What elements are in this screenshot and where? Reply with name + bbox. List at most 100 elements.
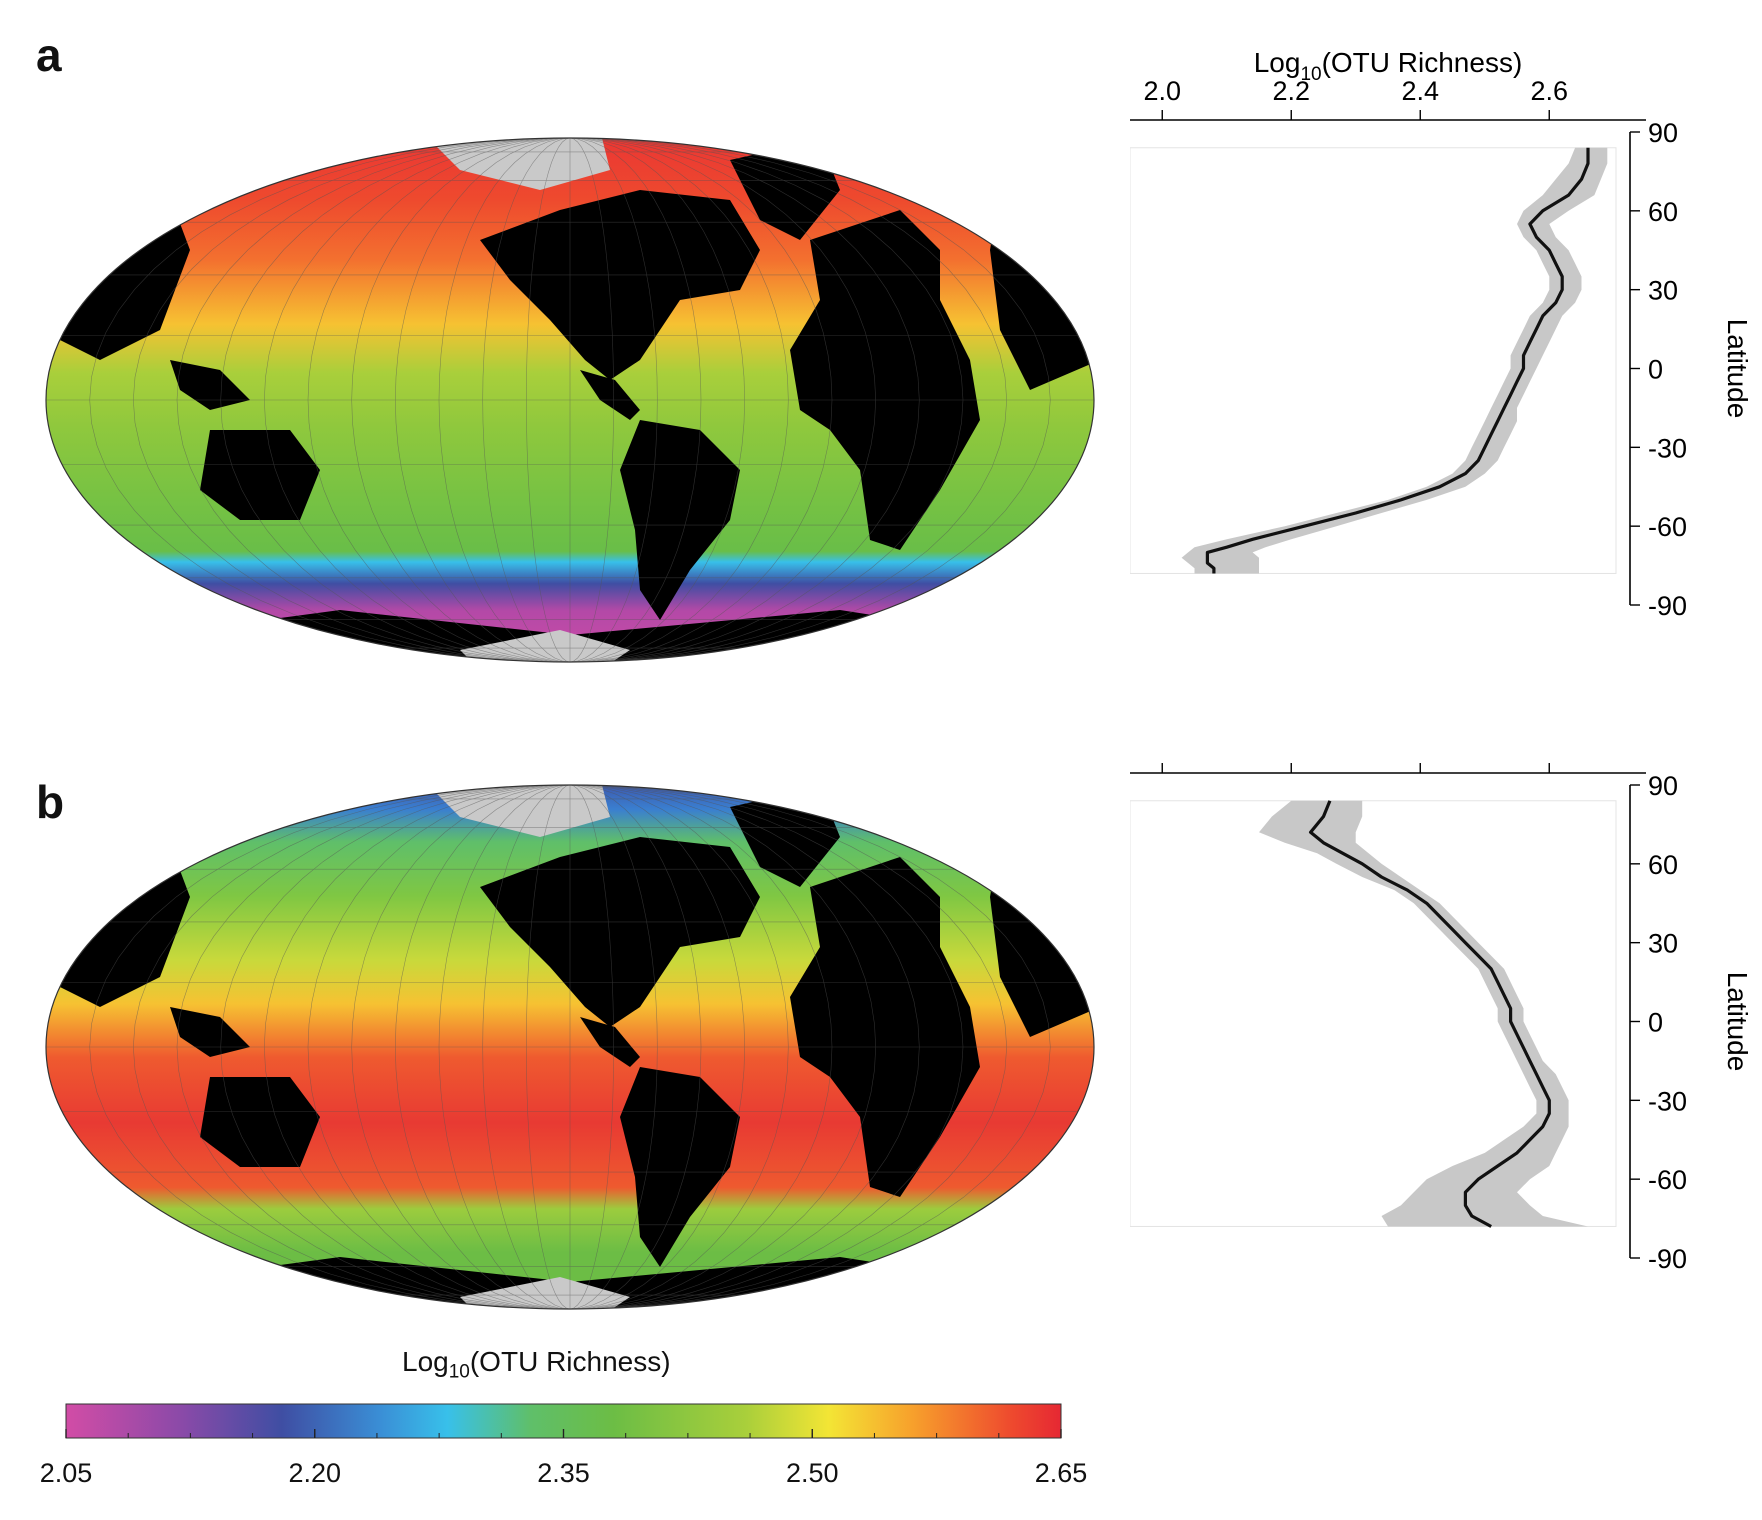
y-tick-label: -30 [1648, 1086, 1687, 1116]
x-axis-label-sub: 10 [1300, 64, 1321, 85]
y-axis-label: Latitude [1722, 319, 1750, 419]
profile-chart-b: 90 60 30 0 -30 -60 -90 Latitude [1129, 763, 1753, 1274]
graticule-meridian [220, 785, 571, 1309]
map-panel-b [40, 777, 1100, 1322]
graticule-meridian [569, 138, 702, 662]
colorbar-tick-label: 2.20 [288, 1458, 342, 1488]
y-tick-label: 0 [1648, 355, 1663, 385]
mollweide-map-a [45, 137, 1095, 663]
graticule-meridian [569, 785, 1008, 1309]
arctic-sea-ice [420, 138, 610, 190]
europe-africa-landmass [790, 857, 980, 1197]
graticule-meridian [569, 138, 920, 662]
graticule-meridian [569, 138, 615, 662]
panel-letter-b: b [36, 776, 65, 828]
graticule-meridian [569, 785, 920, 1309]
graticule-meridian [394, 138, 571, 662]
y-tick-label: -30 [1648, 433, 1687, 463]
mean-richness-line [1309, 800, 1551, 1228]
latitude-profile-a: Log10(OTU Richness) 2.0 2.2 2.4 2.6 90 60 30 0 -… [1129, 30, 1753, 705]
x-tick-label: 2.0 [1143, 76, 1181, 106]
x-axis-label-main: Log [1254, 47, 1301, 78]
colorbar-title-sub: 10 [448, 1361, 470, 1383]
mollweide-map-b [45, 784, 1095, 1310]
mean-richness-line [1205, 147, 1590, 574]
australia-landmass [200, 1077, 320, 1167]
central-america-landmass [580, 370, 640, 420]
graticule-meridian [176, 138, 571, 662]
colorbar-tick-label: 2.05 [39, 1458, 93, 1488]
y-tick-label: -60 [1648, 1165, 1687, 1195]
map-content [46, 785, 1094, 1309]
graticule-meridian [525, 785, 571, 1309]
graticule-meridian [176, 785, 571, 1309]
graticule-meridian [525, 138, 571, 662]
graticule-meridian [482, 138, 571, 662]
colorbar-tick-label: 2.35 [537, 1458, 590, 1488]
graticule-meridian [569, 785, 746, 1309]
y-tick-label: 60 [1648, 197, 1678, 227]
graticule-meridian [569, 138, 789, 662]
graticule-meridian [569, 138, 658, 662]
central-america-landmass [580, 1017, 640, 1067]
x-tick-label: 2.2 [1272, 76, 1310, 106]
x-axis-label: Log10(OTU Richness) [1254, 47, 1523, 85]
map-outline [45, 137, 1095, 663]
map-content [46, 138, 1094, 662]
profile-chart-a: Log10(OTU Richness) 2.0 2.2 2.4 2.6 90 60 30 0 -… [1129, 47, 1753, 621]
europe-africa-landmass [790, 210, 980, 550]
graticule-meridian [569, 785, 789, 1309]
graticule-meridian [307, 138, 571, 662]
x-axis-label-rest: (OTU Richness) [1322, 47, 1523, 78]
graticule-meridian [569, 785, 658, 1309]
panel-letter-a: a [36, 29, 62, 81]
graticule-meridian [351, 138, 571, 662]
australia-landmass [200, 430, 320, 520]
graticule-meridian [482, 785, 571, 1309]
colorbar-title-main: Log [402, 1346, 449, 1377]
y-tick-label: 90 [1648, 118, 1678, 148]
latitude-profile-b: 90 60 30 0 -30 -60 -90 Latitude [1129, 745, 1753, 1350]
arctic-sea-ice [420, 785, 610, 837]
y-tick-label: -60 [1648, 512, 1687, 542]
x-tick-label: 2.6 [1530, 76, 1568, 106]
y-tick-label: -90 [1648, 591, 1687, 621]
graticule-meridian [569, 138, 1008, 662]
graticule-meridian [89, 138, 571, 662]
plot-frame [1129, 147, 1617, 574]
colorbar-title: Log10(OTU Richness) [402, 1346, 671, 1384]
y-tick-label: 60 [1648, 850, 1678, 880]
indonesia-landmass [170, 1007, 250, 1057]
y-tick-label: 90 [1648, 771, 1678, 801]
graticule-meridian [569, 785, 615, 1309]
south-america-landmass [620, 420, 740, 620]
y-tick-label: -90 [1648, 1244, 1687, 1274]
graticule-meridian [569, 785, 964, 1309]
graticule-meridian [263, 138, 571, 662]
graticule-meridian [220, 138, 571, 662]
plot-frame [1129, 800, 1617, 1227]
graticule-meridian [569, 785, 833, 1309]
y-tick-label: 0 [1648, 1008, 1663, 1038]
colorbar [65, 1403, 1062, 1439]
graticule-meridian [132, 138, 571, 662]
graticule-meridian [438, 785, 571, 1309]
colorbar-tick-label: 2.50 [785, 1458, 839, 1488]
graticule-meridian [132, 785, 571, 1309]
graticule-meridian [89, 785, 571, 1309]
graticule-meridian [569, 138, 746, 662]
confidence-band [1259, 800, 1588, 1227]
graticule-meridian [569, 785, 702, 1309]
y-axis-label: Latitude [1722, 972, 1750, 1072]
indonesia-landmass [170, 360, 250, 410]
x-tick-label: 2.4 [1401, 76, 1439, 106]
colorbar-title-rest: (OTU Richness) [469, 1346, 671, 1377]
y-tick-label: 30 [1648, 276, 1678, 306]
y-tick-label: 30 [1648, 929, 1678, 959]
north-america-landmass [480, 190, 760, 380]
map-outline [45, 784, 1095, 1310]
graticule-meridian [351, 785, 571, 1309]
graticule-meridian [307, 785, 571, 1309]
graticule-meridian [569, 138, 833, 662]
graticule-meridian [569, 785, 877, 1309]
